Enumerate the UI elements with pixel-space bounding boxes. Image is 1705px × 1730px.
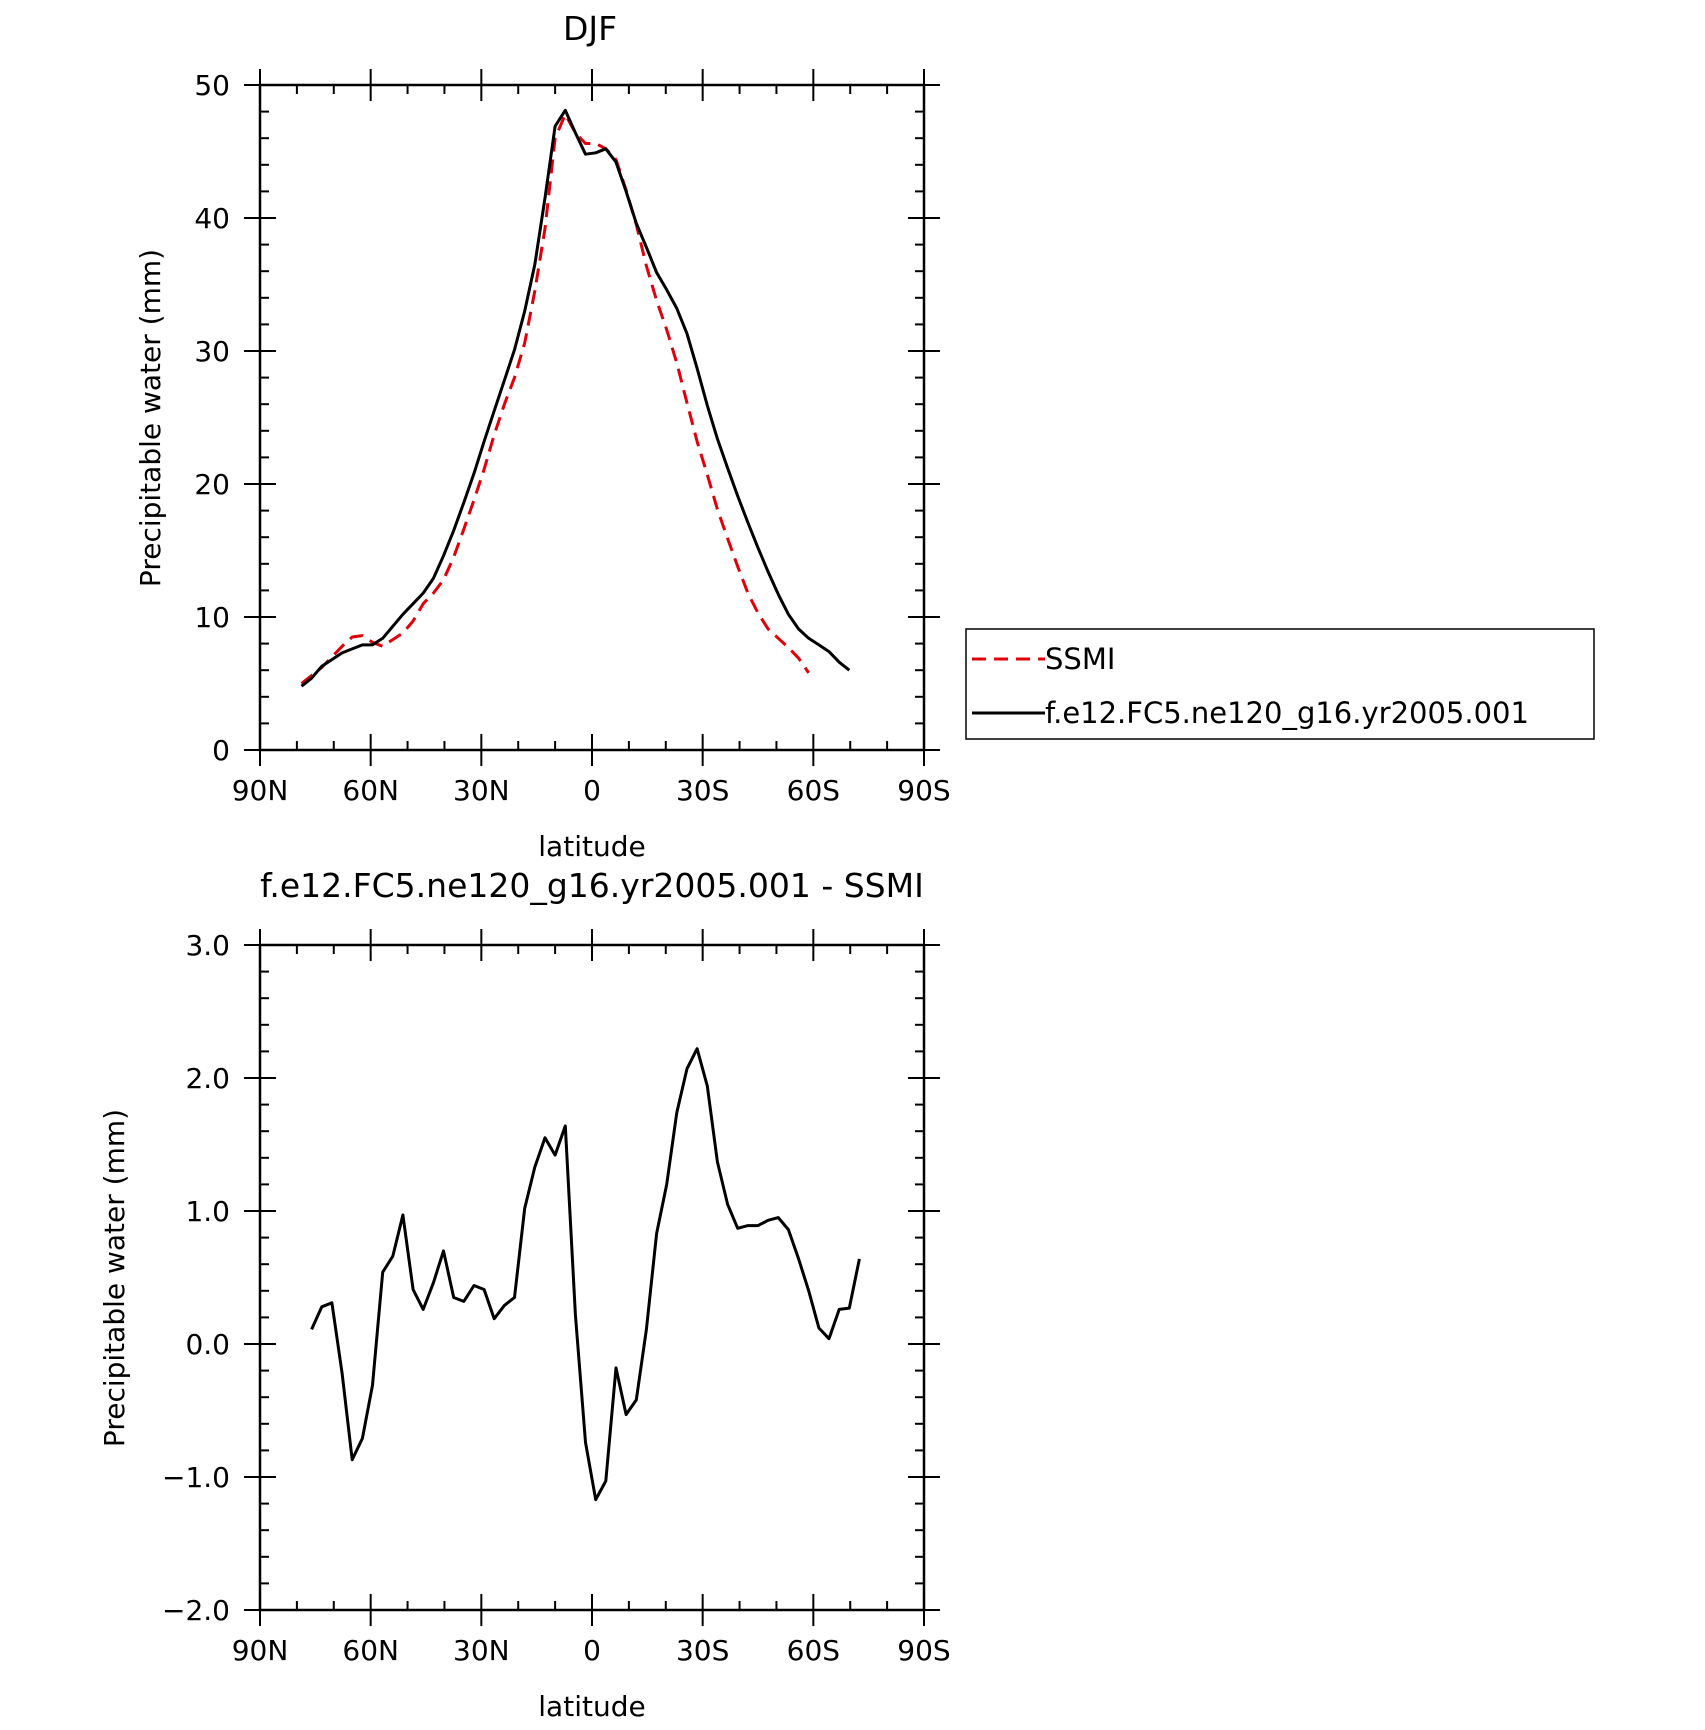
bottom-x-tick-label: 0 — [583, 1634, 601, 1667]
legend-box — [965, 628, 1595, 740]
top-y-tick-label: 50 — [194, 69, 230, 102]
legend-label-model: f.e12.FC5.ne120_g16.yr2005.001 — [1045, 696, 1529, 730]
bottom-x-axis-title: latitude — [538, 1690, 645, 1723]
panel-top: DJF 90N 60N 30N 0 30S 60S 90S 0 10 20 30 40 50 latit… — [134, 9, 951, 863]
top-x-tick-label: 30S — [676, 774, 729, 807]
top-y-axis-title: Precipitable water (mm) — [134, 249, 167, 587]
top-x-tick-label: 0 — [583, 774, 601, 807]
top-series-line-0 — [300, 112, 810, 685]
bottom-tick-labels: 90N 60N 30N 0 30S 60S 90S −2.0 −1.0 0.0 1.0 2.0 3.0 — [162, 929, 951, 1667]
bottom-x-tick-label: 60S — [787, 1634, 840, 1667]
bottom-ticks — [244, 929, 940, 1626]
bottom-x-tick-label: 90S — [897, 1634, 950, 1667]
top-x-axis-title: latitude — [538, 830, 645, 863]
bottom-y-tick-label: 3.0 — [185, 929, 230, 962]
bottom-x-tick-label: 90N — [232, 1634, 289, 1667]
top-y-tick-label: 30 — [194, 335, 230, 368]
bottom-x-tick-label: 30S — [676, 1634, 729, 1667]
bottom-y-tick-label: −2.0 — [162, 1594, 230, 1627]
bottom-y-tick-label: −1.0 — [162, 1461, 230, 1494]
bottom-x-tick-label: 30N — [453, 1634, 510, 1667]
top-x-tick-label: 30N — [453, 774, 510, 807]
top-y-tick-label: 40 — [194, 202, 230, 235]
top-y-tick-label: 0 — [212, 734, 230, 767]
top-x-tick-label: 60N — [342, 774, 399, 807]
top-y-tick-label: 20 — [194, 468, 230, 501]
bottom-chart-title: f.e12.FC5.ne120_g16.yr2005.001 - SSMI — [260, 866, 924, 905]
legend-label-ssmi: SSMI — [1045, 642, 1115, 676]
bottom-x-tick-label: 60N — [342, 1634, 399, 1667]
top-tick-labels: 90N 60N 30N 0 30S 60S 90S 0 10 20 30 40 50 — [194, 69, 950, 807]
bottom-y-axis-title: Precipitable water (mm) — [98, 1109, 131, 1447]
bottom-y-tick-label: 2.0 — [185, 1062, 230, 1095]
top-x-tick-label: 60S — [787, 774, 840, 807]
top-chart-title: DJF — [563, 9, 617, 48]
panel-bottom: f.e12.FC5.ne120_g16.yr2005.001 - SSMI 90… — [98, 866, 951, 1723]
top-x-tick-label: 90N — [232, 774, 289, 807]
top-ticks — [244, 69, 940, 766]
top-plot-frame — [258, 83, 926, 752]
legend: SSMI f.e12.FC5.ne120_g16.yr2005.001 — [965, 628, 1595, 740]
top-series-line-1 — [300, 108, 851, 688]
top-x-tick-label: 90S — [897, 774, 950, 807]
top-y-tick-label: 10 — [194, 601, 230, 634]
bottom-y-tick-label: 0.0 — [185, 1328, 230, 1361]
bottom-series-line-0 — [310, 1047, 861, 1502]
bottom-series-group — [310, 1047, 861, 1502]
top-series-group — [300, 108, 851, 688]
bottom-y-tick-label: 1.0 — [185, 1195, 230, 1228]
bottom-plot-frame — [258, 943, 926, 1612]
